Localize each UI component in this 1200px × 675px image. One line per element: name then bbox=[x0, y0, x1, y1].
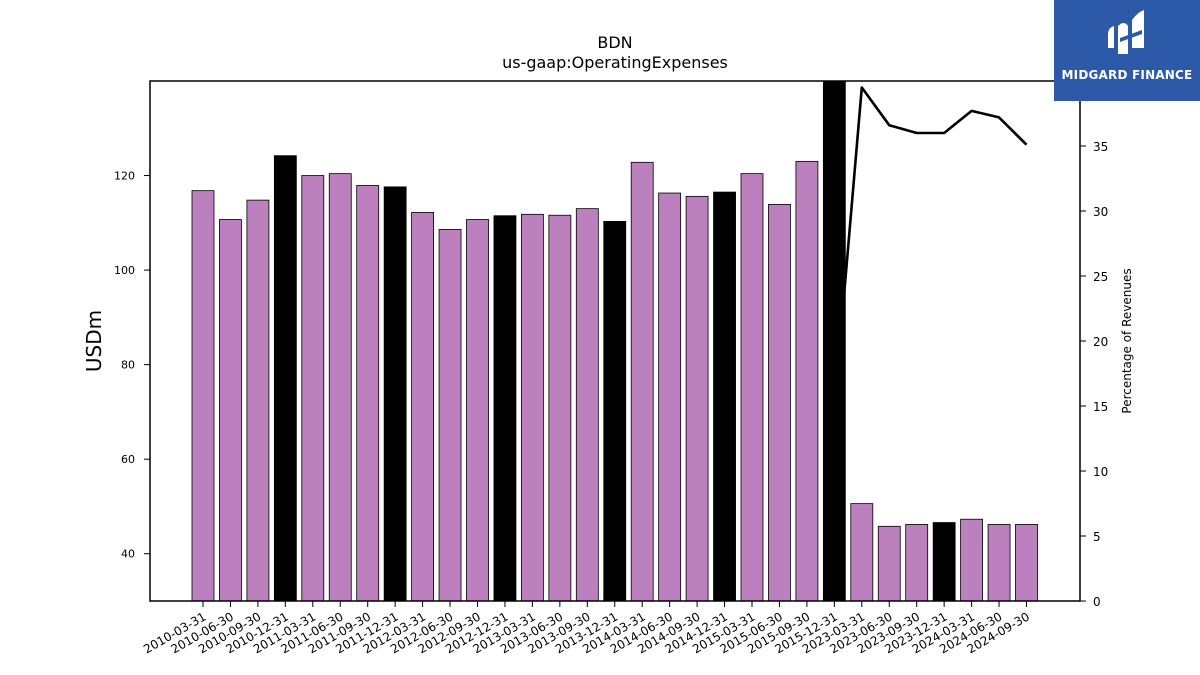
right-tick-label: 5 bbox=[1093, 530, 1101, 544]
left-tick-label: 100 bbox=[114, 264, 135, 277]
right-axis: 0510152025303540 bbox=[1080, 75, 1108, 609]
chart-title: BDN bbox=[597, 33, 632, 52]
left-tick-label: 60 bbox=[121, 453, 135, 466]
bar-2023-03-31 bbox=[850, 503, 874, 602]
right-tick-label: 20 bbox=[1093, 335, 1108, 349]
bar-2011-06-30 bbox=[328, 173, 352, 602]
right-tick-label: 15 bbox=[1093, 400, 1108, 414]
bar-2010-06-30 bbox=[219, 219, 242, 602]
bar-2010-09-30 bbox=[246, 199, 270, 602]
bar-2013-09-30 bbox=[575, 208, 599, 602]
bar-2013-06-30 bbox=[548, 214, 572, 602]
bar-2014-12-31 bbox=[713, 191, 736, 602]
bars bbox=[191, 80, 1038, 602]
bar-2024-09-30 bbox=[1015, 524, 1038, 602]
right-tick-label: 25 bbox=[1093, 270, 1108, 284]
bar-2014-06-30 bbox=[658, 192, 682, 602]
bar-2014-09-30 bbox=[685, 195, 709, 602]
bar-2011-09-30 bbox=[356, 185, 380, 602]
bar-2012-12-31 bbox=[493, 215, 517, 602]
bar-2011-03-31 bbox=[301, 175, 325, 602]
x-axis: 2010-03-312010-06-302010-09-302010-12-31… bbox=[141, 601, 1032, 656]
right-tick-label: 0 bbox=[1093, 595, 1101, 609]
bar-2013-12-31 bbox=[603, 220, 627, 602]
y-axis-label: USDm bbox=[82, 310, 106, 372]
bar-2023-12-31 bbox=[932, 522, 956, 602]
bar-2012-06-30 bbox=[438, 229, 462, 602]
bar-2011-12-31 bbox=[383, 186, 407, 602]
line-series bbox=[833, 86, 1028, 409]
bar-2024-06-30 bbox=[987, 524, 1011, 602]
brand-logo: MIDGARD FINANCE bbox=[1054, 0, 1200, 101]
right-tick-label: 10 bbox=[1093, 465, 1108, 479]
bar-2010-12-31 bbox=[273, 155, 297, 602]
bar-2024-03-31 bbox=[960, 518, 983, 602]
bar-2015-06-30 bbox=[768, 203, 791, 602]
bar-2023-09-30 bbox=[905, 524, 929, 602]
left-tick-label: 80 bbox=[121, 359, 135, 372]
logo-text: MIDGARD FINANCE bbox=[1061, 68, 1193, 82]
left-tick-label: 120 bbox=[114, 170, 135, 183]
right-tick-label: 30 bbox=[1093, 205, 1108, 219]
bar-2015-12-31 bbox=[822, 80, 846, 602]
bar-2012-09-30 bbox=[466, 219, 489, 602]
left-axis: 40 60 80 100 120 bbox=[114, 170, 150, 561]
logo-mark-icon bbox=[1108, 10, 1144, 54]
bar-2012-03-31 bbox=[411, 212, 435, 602]
bar-2013-03-31 bbox=[521, 213, 544, 602]
right-tick-label: 35 bbox=[1093, 140, 1108, 154]
y2-axis-label: Percentage of Revenues bbox=[1120, 268, 1134, 413]
bar-2023-06-30 bbox=[877, 525, 901, 602]
left-tick-label: 40 bbox=[121, 548, 135, 561]
bar-2014-03-31 bbox=[630, 161, 654, 602]
chart-subtitle: us-gaap:OperatingExpenses bbox=[502, 53, 728, 72]
bar-2015-09-30 bbox=[795, 160, 819, 602]
series-line bbox=[833, 86, 1028, 409]
bar-2015-03-31 bbox=[740, 173, 764, 602]
bar-2010-03-31 bbox=[191, 190, 215, 602]
